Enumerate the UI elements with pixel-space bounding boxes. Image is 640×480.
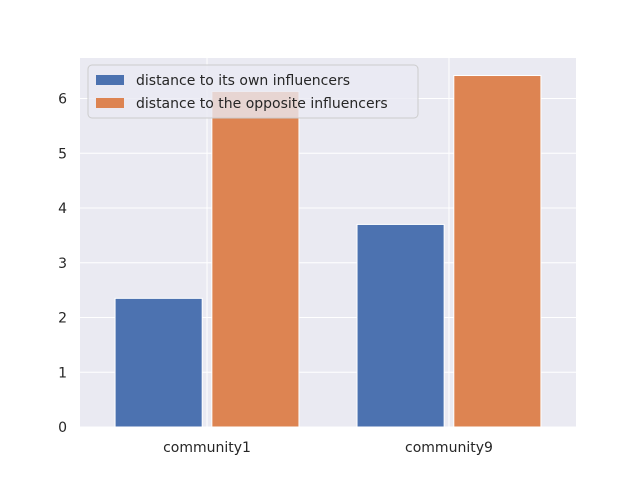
y-tick-label: 2 [58, 311, 67, 327]
bar-community1-series-0 [114, 297, 203, 428]
x-axis-ticks: community1 community9 [163, 440, 493, 456]
y-axis-ticks: 0 1 2 3 4 5 6 [58, 92, 67, 436]
bar-community9-series-1 [453, 75, 542, 428]
y-tick-label: 6 [58, 92, 67, 108]
x-tick-label: community1 [163, 440, 251, 456]
legend-swatch [96, 75, 124, 85]
legend-label: distance to the opposite influencers [136, 96, 388, 112]
bars-group [114, 75, 542, 428]
bar-community1-series-1 [211, 90, 300, 428]
y-tick-label: 3 [58, 256, 67, 272]
y-tick-label: 0 [58, 420, 67, 436]
legend-swatch [96, 98, 124, 108]
y-tick-label: 1 [58, 365, 67, 381]
x-tick-label: community9 [405, 440, 493, 456]
bar-community9-series-0 [356, 223, 445, 428]
legend-box [87, 64, 419, 119]
legend-label: distance to its own influencers [136, 73, 350, 89]
legend: distance to its own influencers distance … [87, 64, 419, 119]
y-tick-label: 4 [58, 201, 67, 217]
y-tick-label: 5 [58, 146, 67, 162]
